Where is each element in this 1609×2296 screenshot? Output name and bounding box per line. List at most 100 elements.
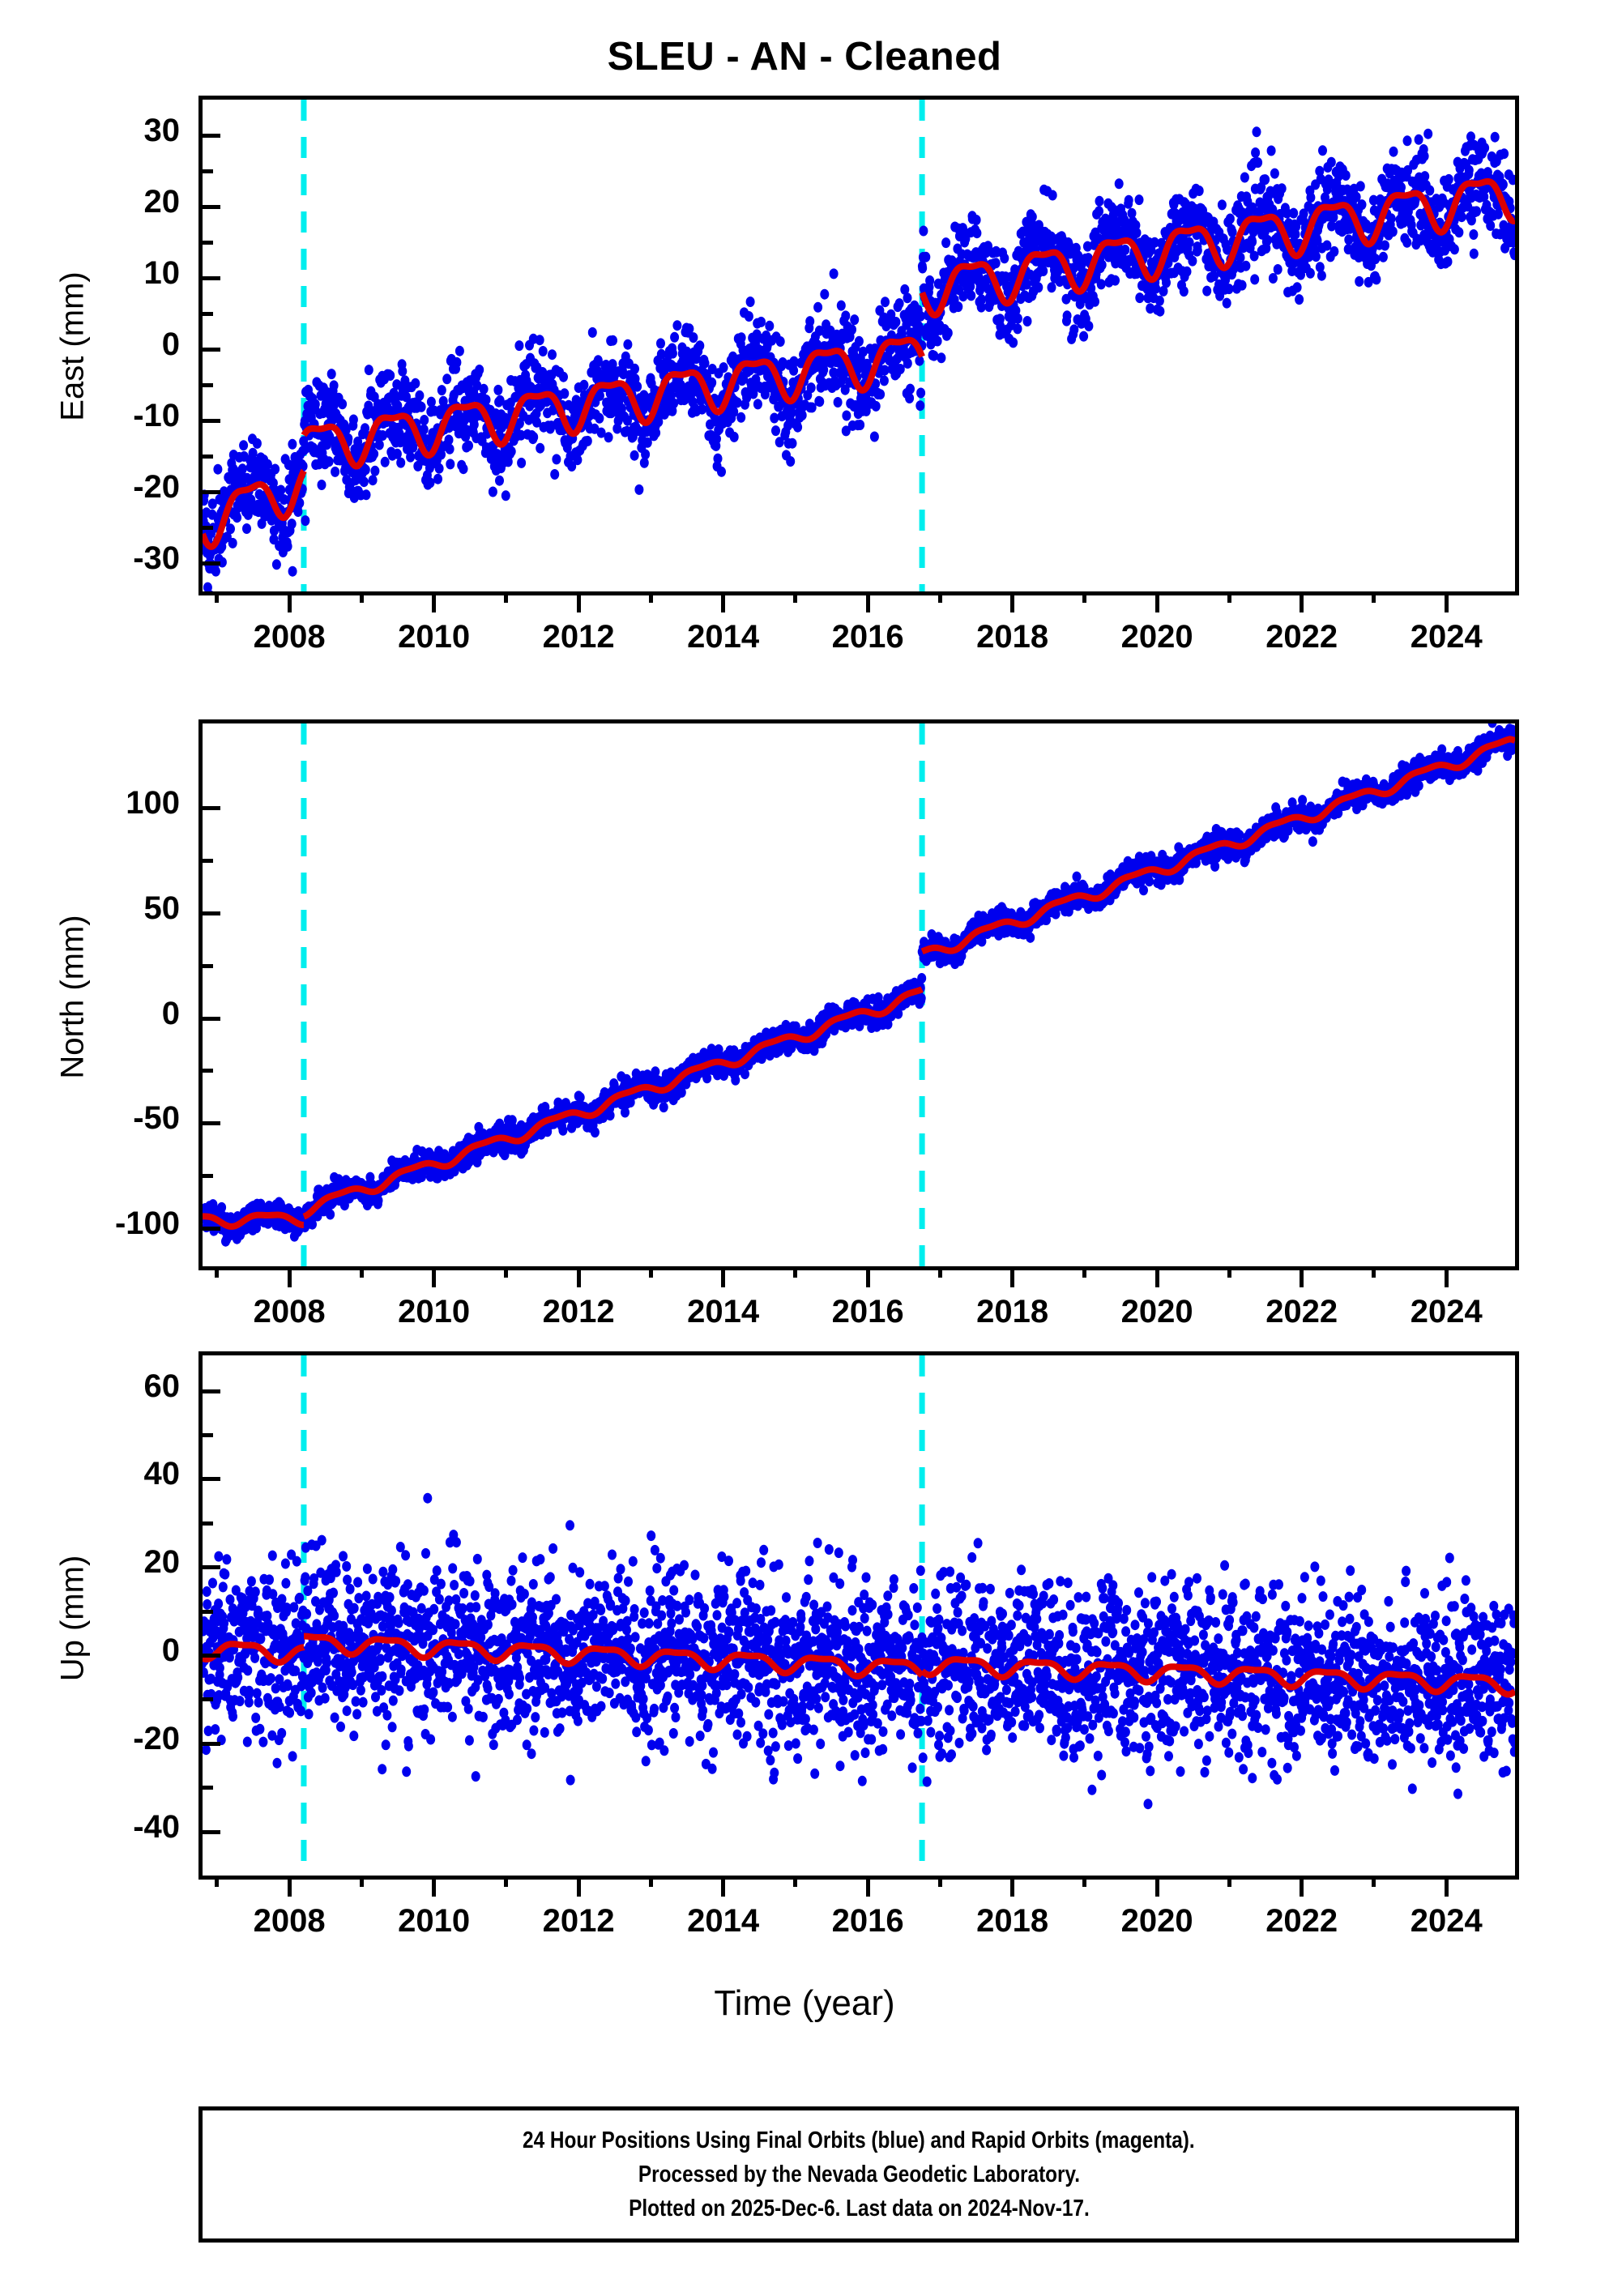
y-tick-mark [203, 806, 220, 810]
x-tick-label: 2010 [353, 1903, 515, 1940]
y-minor-tick-mark [203, 455, 213, 459]
x-tick-label: 2016 [787, 619, 949, 655]
x-tick-label: 2018 [932, 619, 1094, 655]
y-tick-mark [203, 276, 220, 280]
y-tick-mark [203, 1121, 220, 1125]
x-axis-label: Time (year) [0, 1983, 1609, 2024]
x-tick-mark [577, 1266, 581, 1287]
x-minor-tick-mark [1082, 1266, 1086, 1278]
x-tick-mark [1445, 1266, 1449, 1287]
x-tick-label: 2008 [208, 1294, 370, 1330]
x-tick-label: 2014 [642, 619, 804, 655]
x-minor-tick-mark [938, 1876, 942, 1887]
x-tick-mark [1010, 1266, 1014, 1287]
y-tick-label: -20 [0, 1721, 180, 1757]
x-minor-tick-mark [1372, 1266, 1376, 1278]
y-tick-mark [203, 1017, 220, 1021]
x-minor-tick-mark [793, 591, 797, 603]
x-tick-label: 2022 [1221, 619, 1383, 655]
y-tick-label: -30 [0, 540, 180, 577]
x-minor-tick-mark [649, 591, 653, 603]
y-tick-mark [203, 1565, 220, 1569]
x-tick-label: 2022 [1221, 1294, 1383, 1330]
x-tick-label: 2022 [1221, 1903, 1383, 1940]
y-tick-mark [203, 205, 220, 209]
y-tick-mark [203, 134, 220, 138]
x-tick-mark [1155, 591, 1159, 612]
x-tick-mark [721, 591, 725, 612]
x-tick-mark [1010, 591, 1014, 612]
y-tick-label: 50 [0, 890, 180, 927]
y-minor-tick-mark [203, 1697, 213, 1701]
y-minor-tick-mark [203, 169, 213, 173]
x-minor-tick-mark [360, 591, 364, 603]
x-minor-tick-mark [1372, 591, 1376, 603]
y-tick-mark [203, 1477, 220, 1481]
y-tick-label: 100 [0, 785, 180, 822]
x-tick-label: 2016 [787, 1294, 949, 1330]
y-minor-tick-mark [203, 383, 213, 387]
page-title: SLEU - AN - Cleaned [0, 34, 1609, 79]
y-minor-tick-mark [203, 1610, 213, 1614]
x-tick-label: 2012 [497, 1294, 659, 1330]
data-points [203, 126, 1515, 591]
y-tick-label: 0 [0, 326, 180, 363]
x-minor-tick-mark [504, 1876, 508, 1887]
y-minor-tick-mark [203, 1433, 213, 1437]
x-tick-mark [432, 591, 436, 612]
x-minor-tick-mark [504, 1266, 508, 1278]
y-tick-label: -100 [0, 1206, 180, 1242]
x-minor-tick-mark [360, 1266, 364, 1278]
y-tick-mark [203, 1654, 220, 1658]
x-tick-mark [866, 1266, 870, 1287]
y-tick-label: -10 [0, 398, 180, 434]
plot-area-up[interactable] [198, 1351, 1519, 1880]
x-minor-tick-mark [215, 1266, 219, 1278]
y-minor-tick-mark [203, 312, 213, 316]
x-tick-mark [577, 591, 581, 612]
x-tick-mark [1300, 591, 1304, 612]
y-tick-mark [203, 1227, 220, 1231]
footer-line-3: Plotted on 2025-Dec-6. Last data on 2024… [629, 2191, 1090, 2226]
x-tick-mark [577, 1876, 581, 1897]
model-line-segment [922, 739, 1515, 951]
y-minor-tick-mark [203, 526, 213, 530]
y-tick-mark [203, 419, 220, 423]
y-tick-label: 0 [0, 996, 180, 1032]
x-tick-label: 2008 [208, 1903, 370, 1940]
y-minor-tick-mark [203, 241, 213, 245]
data-points [203, 723, 1515, 1247]
y-tick-label: 0 [0, 1632, 180, 1669]
x-minor-tick-mark [793, 1266, 797, 1278]
y-tick-label: 20 [0, 184, 180, 220]
x-minor-tick-mark [504, 591, 508, 603]
footer-note-box: 24 Hour Positions Using Final Orbits (bl… [198, 2106, 1519, 2243]
x-minor-tick-mark [649, 1876, 653, 1887]
x-tick-label: 2020 [1076, 619, 1238, 655]
x-tick-mark [866, 591, 870, 612]
x-tick-mark [1300, 1876, 1304, 1897]
plot-area-north[interactable] [198, 719, 1519, 1270]
x-tick-label: 2024 [1365, 1294, 1527, 1330]
x-minor-tick-mark [938, 591, 942, 603]
x-tick-mark [721, 1266, 725, 1287]
x-minor-tick-mark [360, 1876, 364, 1887]
footer-line-2: Processed by the Nevada Geodetic Laborat… [638, 2157, 1079, 2191]
y-tick-label: 40 [0, 1456, 180, 1492]
y-minor-tick-mark [203, 1069, 213, 1073]
x-tick-mark [1300, 1266, 1304, 1287]
y-minor-tick-mark [203, 1174, 213, 1178]
data-points [203, 1493, 1515, 1810]
y-tick-label: 30 [0, 113, 180, 149]
y-tick-mark [203, 348, 220, 352]
x-minor-tick-mark [215, 1876, 219, 1887]
y-minor-tick-mark [203, 1521, 213, 1526]
x-minor-tick-mark [215, 591, 219, 603]
x-tick-label: 2024 [1365, 1903, 1527, 1940]
x-tick-label: 2020 [1076, 1903, 1238, 1940]
y-tick-label: -20 [0, 469, 180, 506]
x-tick-mark [288, 591, 292, 612]
x-minor-tick-mark [1227, 1266, 1231, 1278]
plot-area-east[interactable] [198, 96, 1519, 595]
